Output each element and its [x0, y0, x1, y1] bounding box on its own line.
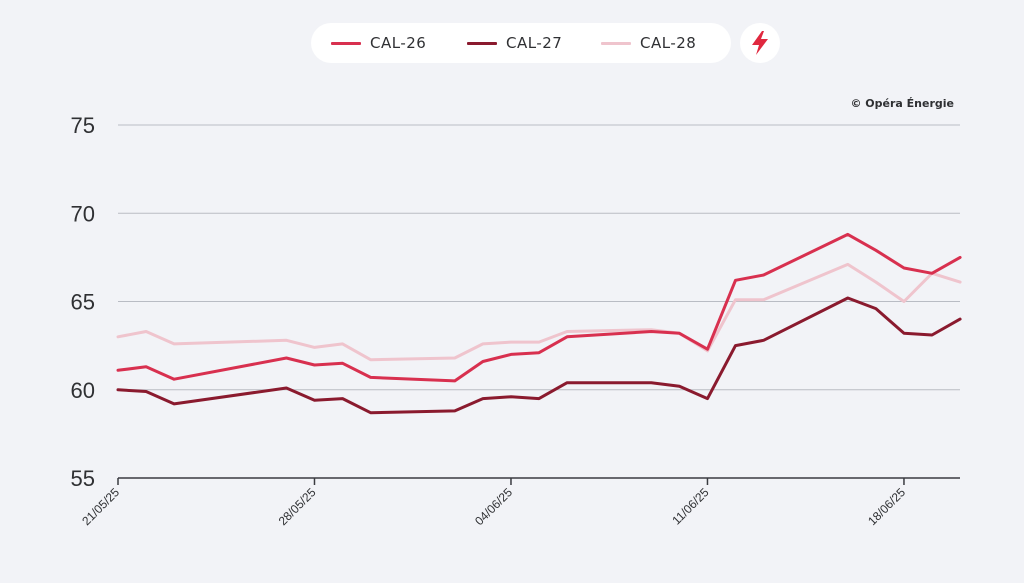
y-tick-label-55: 55 [71, 466, 95, 491]
legend-item-cal-26[interactable]: CAL-26 [331, 23, 426, 63]
legend-item-cal-27[interactable]: CAL-27 [467, 23, 562, 63]
gridlines [118, 124, 960, 391]
legend-label-cal-27: CAL-27 [506, 34, 563, 52]
series-line-cal-27 [116, 296, 962, 415]
x-tick-label-21-05-25: 21/05/25 [79, 485, 122, 528]
lightning-bolt-icon [752, 31, 768, 55]
legend: CAL-26 CAL-27 CAL-28 [311, 23, 731, 63]
series-line-cal-26 [116, 232, 962, 383]
y-tick-label-60: 60 [71, 378, 95, 403]
legend-swatch-cal-28 [601, 41, 631, 45]
y-tick-label-70: 70 [71, 201, 95, 226]
legend-swatch-cal-26 [331, 41, 361, 45]
x-tick-label-28-05-25: 28/05/25 [276, 485, 319, 528]
lightning-bolt-button[interactable] [740, 23, 780, 63]
y-axis-ticks: 55 60 65 70 75 [71, 113, 95, 491]
legend-label-cal-26: CAL-26 [370, 34, 427, 52]
copyright-notice: © Opéra Énergie [850, 97, 954, 110]
x-tick-label-11-06-25: 11/06/25 [669, 485, 712, 528]
y-tick-label-65: 65 [71, 290, 95, 315]
legend-item-cal-28[interactable]: CAL-28 [601, 23, 696, 63]
y-tick-label-75: 75 [71, 113, 95, 138]
x-tick-label-18-06-25: 18/06/25 [865, 485, 908, 528]
series-lines [116, 232, 962, 415]
x-tick-label-04-06-25: 04/06/25 [472, 485, 515, 528]
x-axis: 21/05/25 28/05/25 04/06/25 11/06/25 18/06/25 [79, 477, 960, 528]
legend-swatch-cal-27 [467, 41, 497, 45]
legend-label-cal-28: CAL-28 [640, 34, 697, 52]
series-line-cal-28 [116, 262, 962, 362]
